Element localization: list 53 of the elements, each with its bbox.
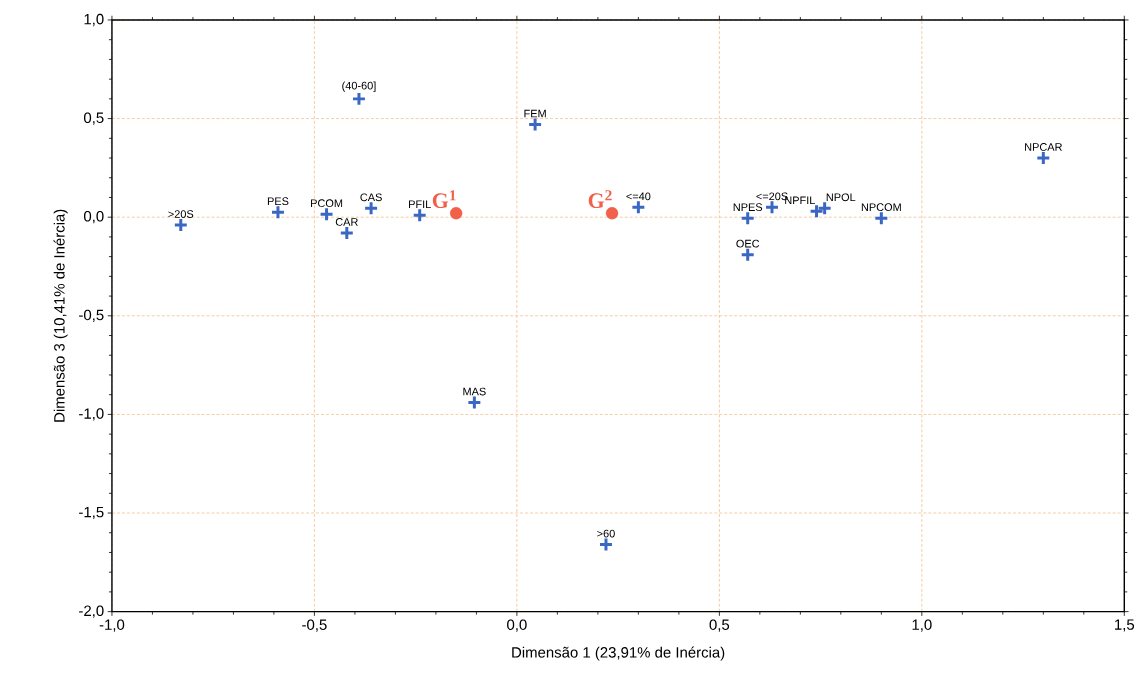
annotation: (40-60] (342, 81, 376, 92)
annotation: PCOM (311, 199, 343, 208)
x-tick-label: 1,0 (912, 619, 932, 632)
point (764, 200, 780, 216)
point (527, 117, 543, 133)
point (630, 200, 646, 216)
point (466, 395, 482, 411)
x-tick-label: 0,5 (709, 619, 730, 632)
point (740, 247, 756, 263)
annotation: NPCOM (861, 203, 901, 212)
point (809, 204, 825, 219)
annotation: >20S (168, 210, 194, 219)
point (1035, 150, 1051, 166)
annotation: NPOL (826, 193, 856, 202)
point (173, 217, 189, 233)
annotation: NPCAR (1025, 143, 1062, 152)
point (873, 210, 889, 226)
point (363, 201, 379, 216)
y-tick-label: -2,0 (79, 605, 104, 618)
point (319, 206, 335, 222)
annotation: G$^{2}$ (588, 190, 612, 209)
y-axis-title: Dimensão 3 (10,41% de Inércia) (53, 209, 68, 422)
annotation: <=40 (626, 192, 651, 201)
y-tick-label: -1,0 (79, 408, 104, 421)
x-tick-label: 1,5 (1115, 619, 1135, 632)
y-tick-label: 0,0 (83, 211, 104, 224)
point (449, 207, 463, 220)
point (605, 207, 619, 220)
x-axis-title: Dimensão 1 (23,91% de Inércia) (512, 646, 725, 661)
annotation: FEM (524, 110, 546, 118)
annotation: PES (267, 197, 289, 206)
point (351, 91, 367, 107)
annotation: >60 (597, 529, 615, 538)
point (339, 225, 355, 241)
annotation: PFIL (409, 200, 431, 209)
y-tick-label: 0,5 (83, 112, 104, 125)
annotation: CAR (335, 218, 358, 227)
point (598, 537, 614, 553)
annotation: G$^{1}$ (432, 190, 456, 209)
annotation: CAS (360, 193, 382, 202)
point (270, 205, 286, 220)
annotation: OEC (736, 239, 760, 248)
x-tick-label: -1,0 (99, 619, 125, 632)
annotation: NPES (733, 203, 763, 212)
x-tick-label: -0,5 (302, 619, 327, 632)
y-tick-label: 1,0 (84, 14, 104, 27)
annotation: MAS (463, 387, 486, 396)
y-tick-label: -1,5 (79, 507, 104, 520)
point (740, 210, 756, 226)
point (412, 207, 428, 223)
y-tick-label: -0,5 (79, 309, 104, 323)
point (817, 201, 833, 216)
x-tick-label: 0,0 (507, 619, 527, 632)
